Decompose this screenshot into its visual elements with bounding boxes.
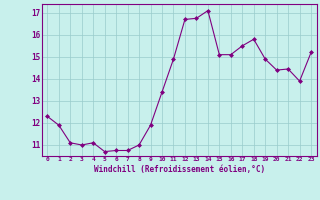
X-axis label: Windchill (Refroidissement éolien,°C): Windchill (Refroidissement éolien,°C) bbox=[94, 165, 265, 174]
